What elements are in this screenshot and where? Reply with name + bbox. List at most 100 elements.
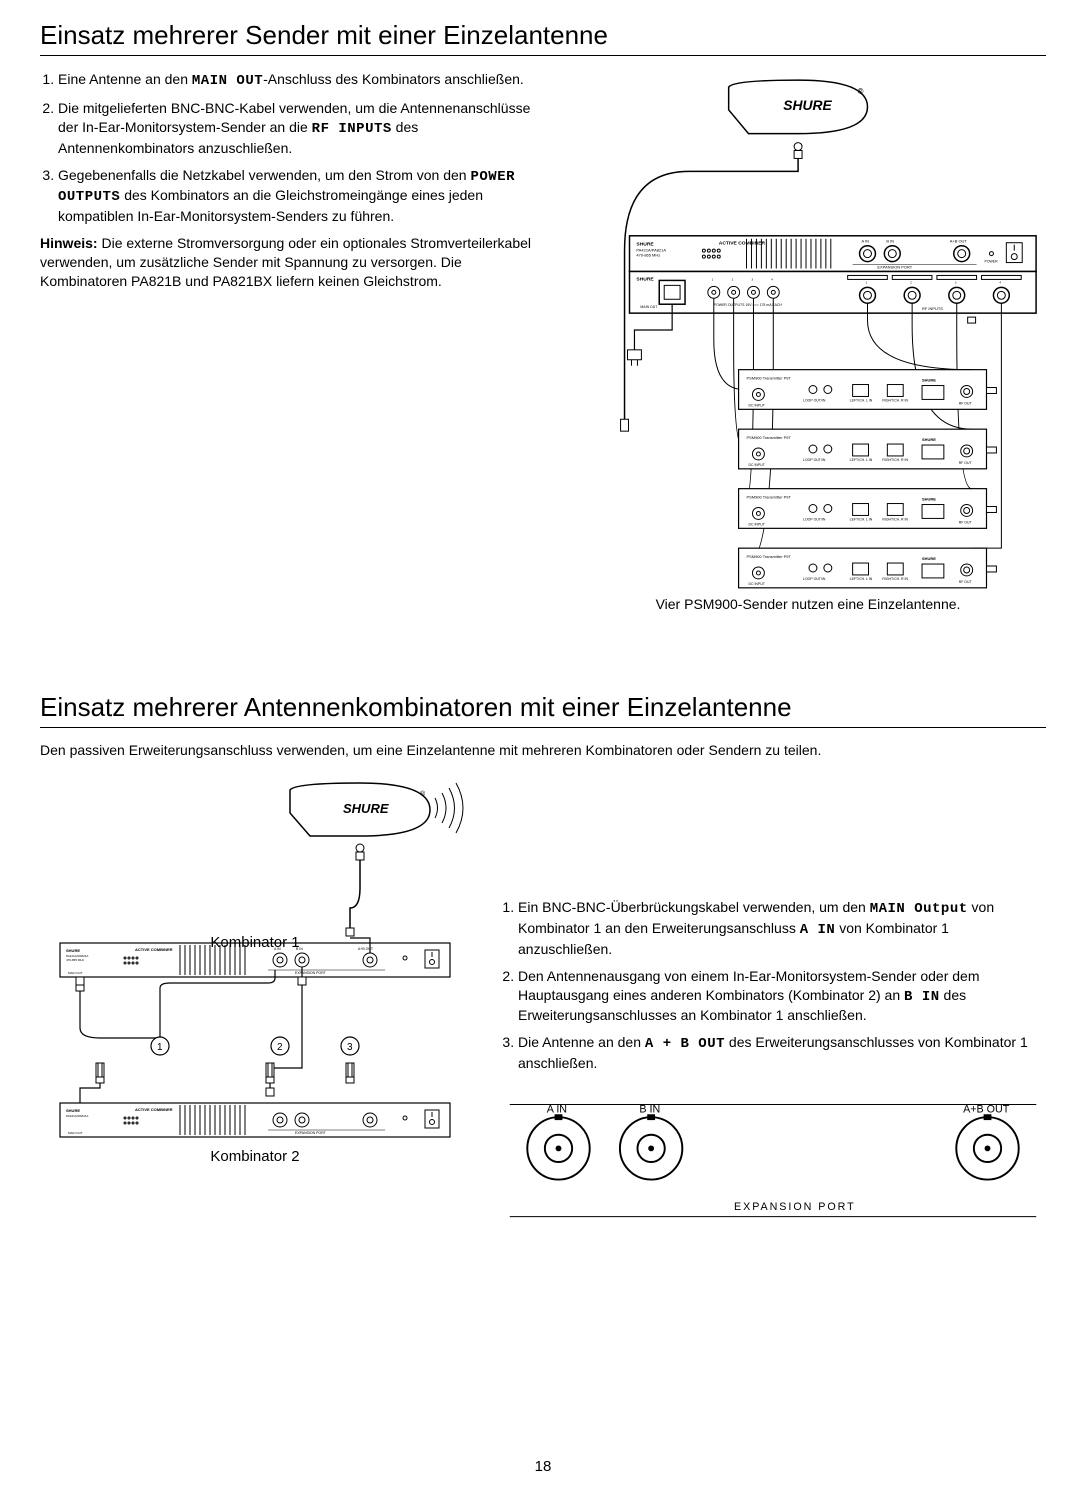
section1-figure: SHURE ® SHURE PA421A/PA821A 470-865 MHz …	[570, 70, 1046, 612]
bin-label: B IN	[886, 239, 894, 244]
step1-pre: Eine Antenne an den	[58, 71, 192, 87]
expansion-label: EXPANSION PORT	[877, 265, 912, 270]
exp-about: A+B OUT	[963, 1103, 1010, 1115]
k2-exp: EXPANSION PORT	[295, 1131, 327, 1135]
section2-text: Ein BNC-BNC-Überbrückungskabel verwenden…	[500, 778, 1046, 1233]
circle-1: 1	[157, 1042, 163, 1053]
tx1-brand: SHURE	[922, 378, 936, 383]
s2-step1: Ein BNC-BNC-Überbrückungskabel verwenden…	[518, 898, 1046, 959]
kombinator1-label: Kombinator 1	[40, 934, 470, 951]
rear-brand: SHURE	[636, 276, 654, 282]
about-label: A+B OUT	[950, 239, 968, 244]
antenna2-icon: SHURE ®	[290, 783, 463, 860]
kombinator2-icon: SHURE PA421A/PA821A ACTIVE COMBINER	[60, 1103, 450, 1137]
s2s2-mono: B IN	[904, 989, 940, 1005]
section1-steps: Eine Antenne an den MAIN OUT-Anschluss d…	[40, 70, 550, 226]
tx4-right: RIGHT/CH. R IN	[882, 577, 908, 581]
tx3-dcin: DC INPUT	[749, 522, 766, 526]
tx2-label: PSM900 Transmitter P9T	[747, 435, 792, 440]
tx1-label: PSM900 Transmitter P9T	[747, 376, 792, 381]
step-2: Die mitgelieferten BNC-BNC-Kabel verwend…	[58, 99, 550, 158]
tx1-right: RIGHT/CH. R IN	[882, 398, 908, 402]
step-3: Gegebenenfalls die Netzkabel verwenden, …	[58, 166, 550, 227]
tx2-brand: SHURE	[922, 437, 936, 442]
step3-post: des Kombinators an die Gleichstromeingän…	[58, 187, 483, 224]
section2-intro: Den passiven Erweiterungsanschluss verwe…	[40, 742, 1046, 758]
kombinator2-label: Kombinator 2	[40, 1148, 470, 1165]
exp-label: EXPANSION PORT	[734, 1201, 856, 1213]
tx3-rfout: RF OUT	[959, 520, 973, 524]
main-out-label: MAIN OUT	[640, 305, 658, 309]
step2-mono: RF INPUTS	[312, 121, 392, 137]
tx3-right: RIGHT/CH. R IN	[882, 517, 908, 521]
ant2-brand: SHURE	[343, 801, 389, 816]
hinweis-text: Die externe Stromversorgung oder ein opt…	[40, 235, 531, 289]
transmitters: PSM900 Transmitter P9T DC INPUT LOOP OUT…	[714, 298, 1002, 588]
diagram1-svg: SHURE ® SHURE PA421A/PA821A 470-865 MHz …	[570, 70, 1046, 590]
step1-post: -Anschluss des Kombinators anschließen.	[263, 71, 524, 87]
figure1-caption: Vier PSM900-Sender nutzen eine Einzelant…	[570, 596, 1046, 612]
combiner-front: SHURE PA421A/PA821A 470-865 MHz ACTIVE C…	[630, 236, 1037, 272]
step2-pre: Die mitgelieferten BNC-BNC-Kabel verwend…	[58, 100, 530, 135]
k2-active: ACTIVE COMBINER	[135, 1107, 173, 1112]
circle-3: 3	[347, 1042, 353, 1053]
antenna-reg: ®	[858, 87, 864, 96]
tx3-loop: LOOP OUT/IN	[803, 517, 826, 521]
antenna-icon: SHURE ®	[729, 80, 868, 158]
s2s1-mono2: A IN	[800, 922, 836, 938]
exp-bin: B IN	[639, 1103, 660, 1115]
section2-title: Einsatz mehrerer Antennenkombinatoren mi…	[40, 692, 1046, 728]
tx4-loop: LOOP OUT/IN	[803, 577, 826, 581]
s2s1-pre: Ein BNC-BNC-Überbrückungskabel verwenden…	[518, 899, 870, 915]
tx4-left: LEFT/CH. L IN	[850, 577, 873, 581]
wiring-diagram-1: SHURE ® SHURE PA421A/PA821A 470-865 MHz …	[570, 70, 1046, 590]
tx4-brand: SHURE	[922, 556, 936, 561]
section1-content: Eine Antenne an den MAIN OUT-Anschluss d…	[40, 70, 1046, 612]
exp-ain: A IN	[547, 1103, 567, 1115]
power-outputs-label: POWER OUTPUTS 15V === 175 mA EACH	[714, 303, 783, 307]
s2s3-mono: A + B OUT	[645, 1036, 725, 1052]
active-combiner-label: ACTIVE COMBINER	[719, 241, 766, 247]
s2s1-mono: MAIN Output	[870, 901, 968, 917]
k1-mainout: MAIN OUT	[68, 971, 83, 975]
tx2-right: RIGHT/CH. R IN	[882, 458, 908, 462]
tx1-dcin: DC INPUT	[749, 403, 766, 407]
tx3-left: LEFT/CH. L IN	[850, 517, 873, 521]
rf-inputs-label: RF INPUTS	[922, 306, 943, 311]
power-label: POWER	[985, 260, 999, 264]
tx2-loop: LOOP OUT/IN	[803, 458, 826, 462]
section2-content: SHURE ®	[40, 778, 1046, 1233]
k1-freq: 470-865 MHz	[66, 958, 85, 962]
s2-step3: Die Antenne an den A + B OUT des Erweite…	[518, 1033, 1046, 1073]
tx3-label: PSM900 Transmitter P9T	[747, 495, 792, 500]
combiner-freq: 470-865 MHz	[636, 253, 660, 258]
section2-figure: SHURE ®	[40, 778, 470, 1233]
step1-mono: MAIN OUT	[192, 73, 263, 89]
tx2-dcin: DC INPUT	[749, 463, 766, 467]
k2-mainout: MAIN OUT	[68, 1131, 83, 1135]
step3-pre: Gegebenenfalls die Netzkabel verwenden, …	[58, 167, 470, 183]
combiner-rear: SHURE 1234 POWER OUTPUTS 15V === 175 mA …	[630, 271, 1037, 313]
tx1-left: LEFT/CH. L IN	[850, 398, 873, 402]
tx4-label: PSM900 Transmitter P9T	[747, 554, 792, 559]
section2: Einsatz mehrerer Antennenkombinatoren mi…	[40, 692, 1046, 1233]
s2-step2: Den Antennenausgang von einem In-Ear-Mon…	[518, 967, 1046, 1026]
k1-exp: EXPANSION PORT	[295, 971, 327, 975]
section1-title: Einsatz mehrerer Sender mit einer Einzel…	[40, 20, 1046, 56]
tx1-loop: LOOP OUT/IN	[803, 398, 826, 402]
wiring-diagram-2: SHURE ®	[40, 778, 470, 1158]
s2s3-pre: Die Antenne an den	[518, 1034, 645, 1050]
tx1-rfout: RF OUT	[959, 401, 973, 405]
section1-text: Eine Antenne an den MAIN OUT-Anschluss d…	[40, 70, 550, 612]
k2-brand: SHURE	[66, 1108, 80, 1113]
ain-label: A IN	[862, 239, 870, 244]
expansion-port-diagram: A IN B IN A+B OUT EXPANSION PORT	[500, 1093, 1046, 1233]
section2-steps: Ein BNC-BNC-Überbrückungskabel verwenden…	[500, 898, 1046, 1073]
hinweis: Hinweis: Die externe Stromversorgung ode…	[40, 234, 550, 291]
hinweis-label: Hinweis:	[40, 235, 98, 251]
circle-2: 2	[277, 1042, 283, 1053]
tx3-brand: SHURE	[922, 497, 936, 502]
page-number: 18	[535, 1458, 552, 1475]
ant2-reg: ®	[420, 790, 426, 798]
antenna-brand: SHURE	[783, 97, 832, 113]
